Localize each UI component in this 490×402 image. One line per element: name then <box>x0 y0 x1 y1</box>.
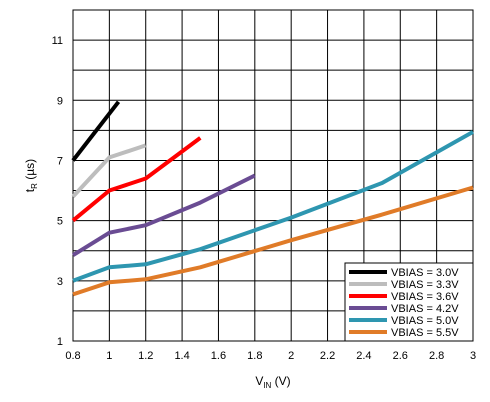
x-tick-label: 2.8 <box>429 350 444 362</box>
legend-box <box>344 262 474 342</box>
legend-label: VBIAS = 3.0V <box>391 267 459 279</box>
y-tick-label: 1 <box>57 336 63 348</box>
x-tick-label: 2 <box>288 350 294 362</box>
series-line-2 <box>71 143 147 198</box>
legend-label: VBIAS = 3.3V <box>391 279 459 291</box>
y-tick-label: 5 <box>57 216 63 228</box>
y-axis-title: tR (µs) <box>23 159 39 192</box>
x-tick-label: 2.6 <box>393 350 408 362</box>
y-axis-title-subscript: R <box>30 183 39 189</box>
x-tick-label: 1.8 <box>247 350 262 362</box>
y-tick-label: 3 <box>57 276 63 288</box>
plot-area-frame <box>72 9 474 342</box>
legend-label: VBIAS = 5.5V <box>391 327 459 339</box>
x-axis-title: VIN (V) <box>255 374 290 390</box>
x-axis-title-unit: (V) <box>271 374 290 388</box>
x-tick-label: 1 <box>106 350 112 362</box>
series-line-3 <box>71 136 202 223</box>
x-tick-label: 2.2 <box>320 350 335 362</box>
legend-label: VBIAS = 4.2V <box>391 303 459 315</box>
x-tick-label: 1.6 <box>211 350 226 362</box>
series-line-4 <box>71 173 256 257</box>
x-axis-title-main: V <box>255 374 263 388</box>
x-axis-title-subscript: IN <box>263 381 271 390</box>
x-tick-label: 0.8 <box>65 350 80 362</box>
x-tick-label: 1.2 <box>138 350 153 362</box>
y-axis-title-unit: (µs) <box>23 159 37 183</box>
legend-label: VBIAS = 3.6V <box>391 291 459 303</box>
data-series <box>71 100 474 297</box>
y-tick-label: 9 <box>57 95 63 107</box>
x-tick-label: 2.4 <box>356 350 371 362</box>
y-tick-label: 11 <box>52 35 63 47</box>
legend-label: VBIAS = 5.0V <box>391 315 459 327</box>
y-tick-label: 7 <box>57 155 63 167</box>
series-line-1 <box>71 100 121 162</box>
series-line-6 <box>72 185 474 297</box>
x-tick-label: 3 <box>470 350 476 362</box>
series-line-5 <box>72 130 474 283</box>
x-tick-label: 1.4 <box>174 350 189 362</box>
y-axis-title-main: t <box>23 188 37 192</box>
